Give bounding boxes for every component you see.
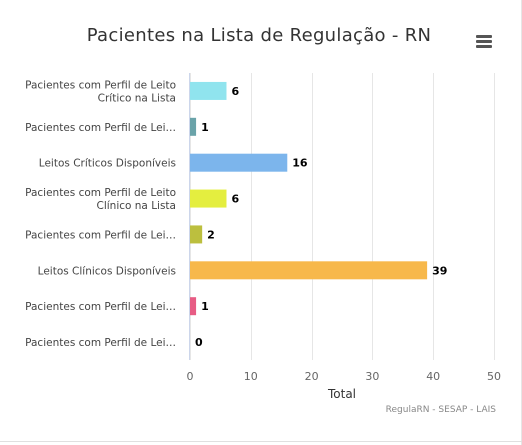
x-tick-label: 40 bbox=[426, 370, 440, 383]
x-tick-label: 20 bbox=[305, 370, 319, 383]
data-label: 6 bbox=[231, 193, 239, 206]
bar bbox=[190, 189, 227, 208]
x-tick-label: 30 bbox=[365, 370, 379, 383]
bar bbox=[190, 81, 227, 100]
x-tick-label: 10 bbox=[244, 370, 258, 383]
category-label: Leitos Clínicos Disponíveis bbox=[38, 265, 176, 277]
data-label: 1 bbox=[201, 121, 209, 134]
category-label: Pacientes com Perfil de Lei… bbox=[25, 301, 176, 313]
category-label: Pacientes com Perfil de Lei… bbox=[25, 122, 176, 134]
menu-bar bbox=[476, 45, 492, 48]
category-label: Leitos Críticos Disponíveis bbox=[39, 158, 176, 170]
category-label: Pacientes com Perfil de Leito Clínico na … bbox=[25, 187, 176, 212]
data-label: 0 bbox=[195, 336, 203, 349]
bar bbox=[190, 153, 288, 172]
category-label: Pacientes com Perfil de Leito Crítico na … bbox=[25, 79, 176, 104]
bar bbox=[190, 225, 203, 244]
category-label: Pacientes com Perfil de Lei… bbox=[25, 337, 176, 349]
category-label: Pacientes com Perfil de Lei… bbox=[25, 229, 176, 241]
menu-bar bbox=[476, 40, 492, 43]
bar bbox=[190, 297, 197, 316]
x-tick-label: 0 bbox=[187, 370, 194, 383]
data-label: 6 bbox=[231, 85, 239, 98]
data-label: 39 bbox=[432, 264, 447, 277]
bar bbox=[190, 261, 428, 280]
x-tick-label: 50 bbox=[487, 370, 501, 383]
hamburger-menu-icon[interactable] bbox=[474, 33, 494, 51]
x-axis-title: Total bbox=[327, 387, 357, 401]
chart-title: Pacientes na Lista de Regulação - RN bbox=[86, 25, 432, 46]
bar bbox=[190, 117, 197, 136]
data-label: 2 bbox=[207, 228, 215, 241]
data-label: 1 bbox=[201, 300, 209, 313]
chart-credits: RegulaRN - SESAP - LAIS bbox=[385, 405, 496, 415]
menu-bar bbox=[476, 35, 492, 38]
data-label: 16 bbox=[292, 157, 308, 170]
bottom-divider bbox=[0, 441, 522, 442]
